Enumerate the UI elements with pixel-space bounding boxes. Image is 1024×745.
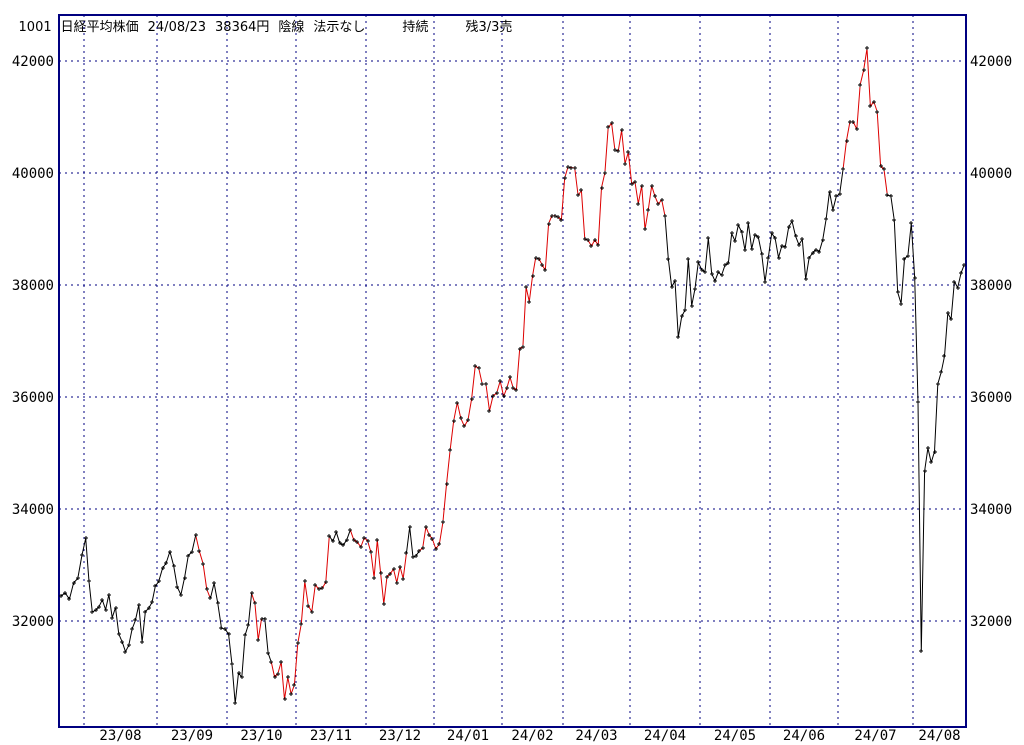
y-axis-label-left: 36000 (12, 390, 54, 406)
x-axis-label: 24/04 (644, 728, 686, 744)
y-axis-label-right: 38000 (970, 278, 1012, 294)
y-axis-label-left: 32000 (12, 614, 54, 630)
quote-price: 38364円 (215, 20, 270, 35)
y-axis-label-left: 42000 (12, 54, 54, 70)
x-axis-label: 23/11 (310, 728, 352, 744)
x-axis-label: 23/09 (171, 728, 213, 744)
y-axis-label-right: 32000 (970, 614, 1012, 630)
x-axis-label: 24/08 (918, 728, 960, 744)
price-line-black (60, 168, 965, 704)
y-axis-label-left: 34000 (12, 502, 54, 518)
y-axis-label-left: 40000 (12, 166, 54, 182)
plot-frame (58, 14, 967, 728)
x-axis-label: 24/02 (511, 728, 553, 744)
chart-title: 1001 日経平均株価 24/08/23 38364円 陰線 法示なし 持続 残3/3売 (2, 1, 521, 35)
quote-date: 24/08/23 (147, 20, 207, 35)
x-axis-label: 24/05 (714, 728, 756, 744)
candle-type: 陰線 (278, 20, 305, 35)
remaining-signal: 残3/3売 (465, 20, 513, 35)
x-axis-label: 24/03 (575, 728, 617, 744)
signal-display: 法示なし (313, 20, 366, 35)
x-axis-label: 24/01 (447, 728, 489, 744)
ticker-code: 1001 (18, 20, 52, 35)
x-axis-label: 24/07 (854, 728, 896, 744)
y-axis-label-right: 42000 (970, 54, 1012, 70)
x-axis-label: 23/10 (240, 728, 282, 744)
price-line-red (195, 48, 888, 700)
y-axis-label-right: 34000 (970, 502, 1012, 518)
x-axis-label: 23/08 (99, 728, 141, 744)
x-axis-label: 23/12 (379, 728, 421, 744)
y-axis-label-right: 40000 (970, 166, 1012, 182)
daily-close-markers (59, 46, 966, 705)
x-axis-label: 24/06 (783, 728, 825, 744)
instrument-name: 日経平均株価 (60, 20, 139, 35)
y-axis-label-left: 38000 (12, 278, 54, 294)
y-axis-label-right: 36000 (970, 390, 1012, 406)
trend-status: 持続 (402, 20, 429, 35)
